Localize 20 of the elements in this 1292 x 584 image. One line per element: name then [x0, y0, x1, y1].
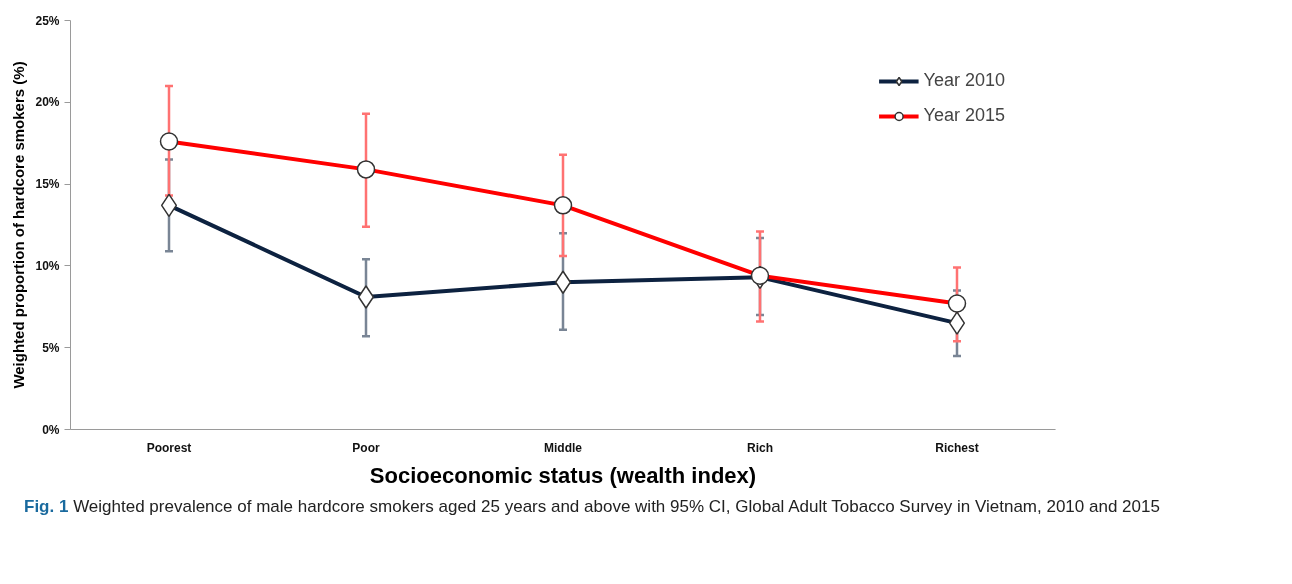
- point: [160, 193, 178, 218]
- y-tick-label: 10%: [35, 258, 60, 273]
- legend-label: Year 2015: [923, 105, 1005, 126]
- x-tick-label: Poorest: [146, 440, 192, 455]
- point: [554, 270, 572, 295]
- y-tick-label: 25%: [35, 13, 60, 28]
- point: [948, 311, 966, 335]
- x-tick-label: Middle: [544, 440, 583, 455]
- y-tick-label: 0%: [42, 422, 60, 437]
- y-tick-label: 20%: [35, 95, 60, 110]
- x-tick-label: Richest: [935, 440, 979, 455]
- x-tick-label: Poor: [352, 440, 380, 455]
- caption: Fig. 1 Weighted prevalence of male hardcore smokers aged 25 years and above with 95% CI, Global Adult Tobacco Survey in Vietnam, 2010 and 2015: [24, 496, 1160, 518]
- legend-label: Year 2010: [923, 70, 1005, 91]
- y-tick-label: 5%: [42, 340, 60, 355]
- point: [357, 285, 375, 309]
- x-axis-title: Socioeconomic status (wealth index): [369, 462, 757, 488]
- x-tick-label: Rich: [747, 440, 774, 455]
- y-axis-title: Weighted proportion of hardcore smokers (%): [10, 61, 28, 389]
- y-tick-label: 15%: [35, 177, 60, 192]
